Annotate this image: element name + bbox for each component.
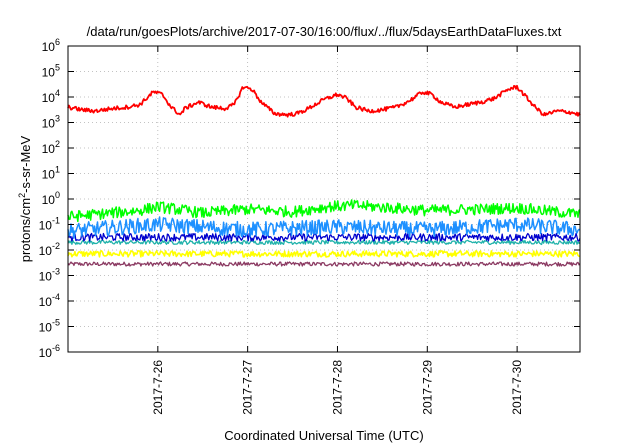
y-tick-label: 10-2 bbox=[39, 241, 60, 258]
y-tick-exponent: 6 bbox=[55, 37, 60, 47]
y-tick-label: 105 bbox=[42, 63, 60, 80]
flux-series-line bbox=[67, 261, 581, 267]
x-axis-label: Coordinated Universal Time (UTC) bbox=[224, 428, 423, 443]
y-tick-exponent: 1 bbox=[55, 165, 60, 175]
y-tick-base: 10 bbox=[42, 168, 56, 182]
y-tick-label: 10-3 bbox=[39, 267, 60, 284]
chart-title: /data/run/goesPlots/archive/2017-07-30/1… bbox=[87, 24, 562, 39]
y-tick-base: 10 bbox=[42, 193, 56, 207]
y-tick-label: 10-5 bbox=[39, 318, 60, 335]
y-tick-exponent: -3 bbox=[52, 267, 60, 277]
y-tick-exponent: 0 bbox=[55, 190, 60, 200]
x-axis-ticks: 2017-7-26 2017-7-27 2017-7-28 2017-7-29 2017… bbox=[151, 46, 524, 415]
grid-lines bbox=[68, 46, 580, 352]
y-tick-base: 10 bbox=[42, 117, 56, 131]
y-tick-base: 10 bbox=[39, 295, 53, 309]
y-tick-exponent: -6 bbox=[52, 343, 60, 353]
y-tick-label: 10-6 bbox=[39, 343, 60, 360]
y-tick-exponent: -2 bbox=[52, 241, 60, 251]
x-tick-label: 2017-7-28 bbox=[330, 360, 344, 415]
y-axis-label-prefix: protons/cm bbox=[18, 198, 33, 262]
flux-series-line bbox=[67, 239, 581, 246]
y-tick-exponent: 4 bbox=[55, 88, 60, 98]
y-tick-base: 10 bbox=[42, 66, 56, 80]
y-axis-label: protons/cm2-s-sr-MeV bbox=[17, 135, 33, 262]
y-tick-label: 106 bbox=[42, 37, 60, 54]
y-tick-label: 102 bbox=[42, 139, 60, 156]
y-tick-exponent: 3 bbox=[55, 114, 60, 124]
y-tick-label: 10-4 bbox=[39, 292, 60, 309]
y-tick-base: 10 bbox=[39, 219, 53, 233]
flux-series-line bbox=[67, 232, 581, 242]
y-tick-base: 10 bbox=[39, 270, 53, 284]
y-tick-exponent: -5 bbox=[52, 318, 60, 328]
y-axis-label-sup: 2 bbox=[17, 193, 27, 198]
x-tick-label: 2017-7-27 bbox=[241, 360, 255, 415]
y-tick-base: 10 bbox=[39, 346, 53, 360]
y-tick-exponent: 5 bbox=[55, 63, 60, 73]
y-tick-label: 100 bbox=[42, 190, 60, 207]
data-series bbox=[67, 84, 581, 267]
y-tick-base: 10 bbox=[42, 142, 56, 156]
y-tick-label: 101 bbox=[42, 165, 60, 182]
flux-series-line bbox=[67, 250, 581, 258]
y-axis-label-suffix: -s-sr-MeV bbox=[18, 135, 33, 192]
flux-series-line bbox=[67, 199, 581, 223]
y-tick-label: 10-1 bbox=[39, 216, 60, 233]
x-tick-label: 2017-7-26 bbox=[151, 360, 165, 415]
x-tick-label: 2017-7-29 bbox=[420, 360, 434, 415]
y-tick-base: 10 bbox=[42, 40, 56, 54]
y-tick-label: 104 bbox=[42, 88, 60, 105]
y-tick-exponent: -1 bbox=[52, 216, 60, 226]
y-tick-base: 10 bbox=[39, 244, 53, 258]
y-tick-label: 103 bbox=[42, 114, 60, 131]
flux-series-line bbox=[67, 216, 581, 239]
y-tick-base: 10 bbox=[42, 91, 56, 105]
y-tick-exponent: 2 bbox=[55, 139, 60, 149]
flux-series-line bbox=[67, 84, 581, 118]
x-tick-label: 2017-7-30 bbox=[510, 360, 524, 415]
y-tick-base: 10 bbox=[39, 321, 53, 335]
y-tick-exponent: -4 bbox=[52, 292, 60, 302]
y-axis-ticks: 10610510410310210110010-110-210-310-410-… bbox=[39, 37, 580, 360]
